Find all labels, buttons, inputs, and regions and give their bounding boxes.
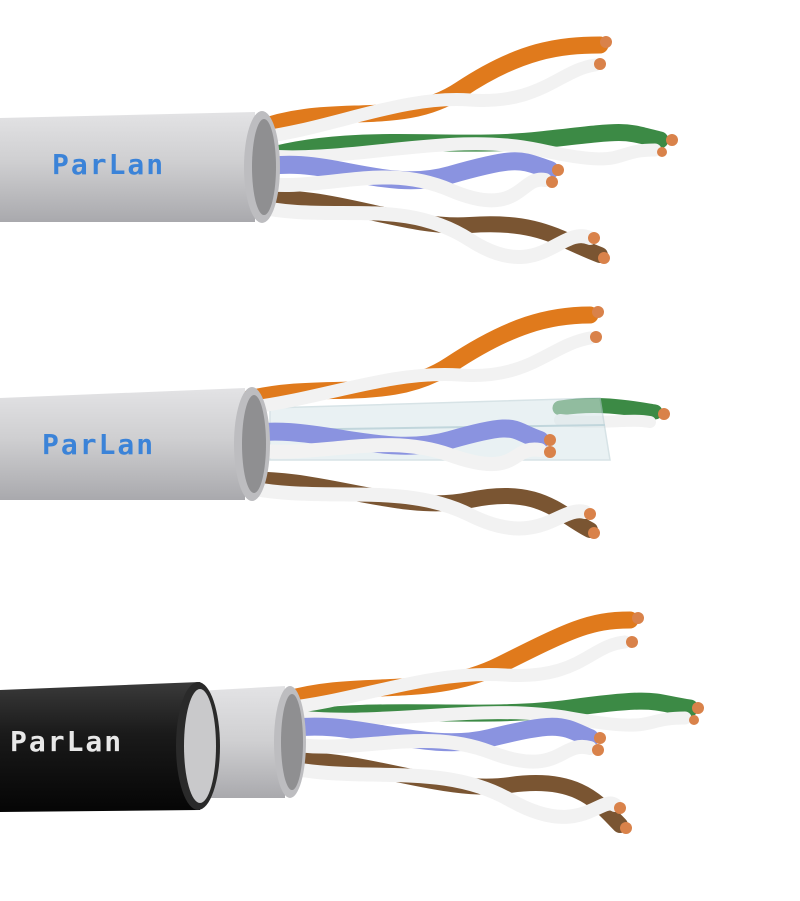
green-pair bbox=[246, 124, 678, 169]
blue-pair bbox=[231, 419, 556, 472]
cable-jacket bbox=[0, 111, 280, 223]
utp-cable-with-separator bbox=[0, 306, 670, 539]
brown-pair bbox=[232, 471, 600, 539]
outer-black-jacket bbox=[0, 682, 220, 812]
blue-pair bbox=[241, 152, 564, 208]
orange-pair bbox=[236, 306, 604, 415]
outdoor-cable bbox=[0, 611, 704, 834]
utp-cable bbox=[0, 36, 678, 264]
blue-pair bbox=[271, 717, 606, 769]
orange-pair bbox=[246, 36, 612, 145]
green-pair bbox=[281, 692, 704, 732]
brown-pair bbox=[272, 751, 632, 834]
orange-pair bbox=[276, 611, 644, 715]
brand-label: ParLan bbox=[42, 428, 156, 461]
brown-pair bbox=[242, 190, 610, 264]
brand-label: ParLan bbox=[10, 725, 124, 758]
brand-label: ParLan bbox=[52, 148, 166, 181]
cable-jacket bbox=[0, 387, 270, 501]
